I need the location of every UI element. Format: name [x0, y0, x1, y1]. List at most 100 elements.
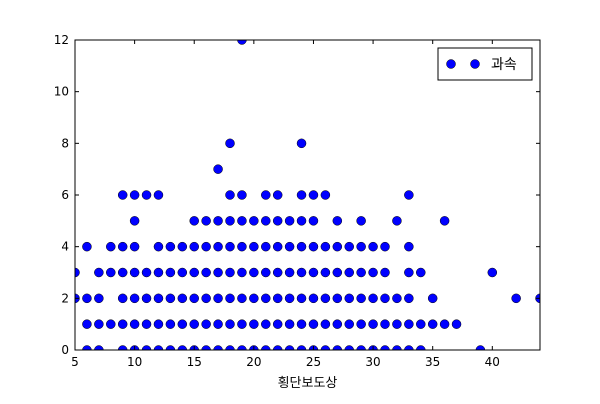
y-tick-label: 6	[61, 188, 69, 202]
data-point	[320, 267, 331, 278]
data-point	[129, 190, 140, 200]
data-point	[392, 293, 402, 304]
axis-ticks: 5 10 15 20 25 30 35 40 0 2 4 6 8 10 12	[54, 33, 540, 369]
data-point	[201, 319, 211, 329]
data-point	[308, 216, 319, 226]
data-point	[94, 267, 104, 278]
data-point	[106, 319, 116, 329]
data-point	[189, 293, 199, 304]
data-point	[451, 319, 462, 329]
data-point	[225, 293, 235, 304]
data-point	[356, 216, 366, 226]
legend-marker	[446, 59, 456, 69]
x-tick-label: 5	[71, 355, 79, 369]
data-point	[284, 345, 295, 350]
data-point	[332, 345, 343, 350]
data-point	[320, 319, 331, 329]
y-tick-label: 10	[54, 85, 69, 99]
data-point	[129, 267, 140, 278]
data-point	[308, 267, 319, 278]
data-point	[249, 241, 259, 252]
data-point	[106, 267, 116, 278]
data-point	[213, 345, 223, 350]
data-point	[141, 293, 152, 304]
data-point	[380, 345, 390, 350]
data-point	[296, 190, 307, 200]
data-point	[165, 345, 176, 350]
data-point	[249, 216, 259, 226]
data-point	[296, 241, 307, 252]
x-tick-label: 40	[485, 355, 500, 369]
data-point	[284, 216, 295, 226]
y-tick-label: 8	[61, 136, 69, 150]
data-point	[416, 319, 426, 329]
data-point	[225, 319, 235, 329]
data-point	[249, 293, 259, 304]
data-point	[475, 345, 486, 350]
data-point	[272, 241, 283, 252]
data-point	[153, 241, 164, 252]
data-point	[129, 241, 140, 252]
data-point	[368, 241, 378, 252]
data-point	[356, 293, 366, 304]
data-point	[129, 319, 140, 329]
data-point	[356, 267, 366, 278]
data-point	[213, 293, 223, 304]
x-tick-label: 30	[365, 355, 380, 369]
y-tick-label: 4	[61, 240, 69, 254]
data-point	[201, 241, 211, 252]
data-point	[165, 267, 176, 278]
data-point	[82, 293, 92, 304]
data-point	[392, 319, 402, 329]
data-point	[296, 345, 307, 350]
data-point	[511, 293, 521, 304]
data-point	[272, 293, 283, 304]
data-point	[213, 319, 223, 329]
data-point	[332, 267, 343, 278]
data-point	[356, 241, 366, 252]
data-point	[237, 241, 247, 252]
data-point	[296, 319, 307, 329]
data-point	[201, 293, 211, 304]
data-point	[117, 319, 128, 329]
data-point	[427, 293, 438, 304]
data-point	[344, 293, 354, 304]
data-point	[82, 345, 92, 350]
data-point	[404, 293, 414, 304]
data-point	[117, 293, 128, 304]
data-point	[392, 345, 402, 350]
data-point	[308, 293, 319, 304]
data-point	[332, 241, 343, 252]
data-point	[177, 267, 188, 278]
data-point	[165, 293, 176, 304]
data-point	[284, 241, 295, 252]
data-point	[249, 267, 259, 278]
data-point	[404, 241, 414, 252]
data-point	[261, 267, 271, 278]
data-point	[213, 241, 223, 252]
data-point	[404, 319, 414, 329]
data-point	[82, 241, 92, 252]
data-point	[225, 216, 235, 226]
data-point	[296, 138, 307, 149]
data-point	[380, 319, 390, 329]
data-point	[296, 216, 307, 226]
data-point	[129, 216, 140, 226]
legend-marker	[470, 59, 480, 69]
data-point	[404, 267, 414, 278]
data-point	[320, 190, 331, 200]
data-point	[177, 345, 188, 350]
x-tick-label: 10	[127, 355, 142, 369]
data-point	[237, 190, 247, 200]
plot-points	[75, 40, 540, 350]
data-point	[201, 345, 211, 350]
data-point	[225, 138, 235, 149]
data-point	[237, 293, 247, 304]
data-point	[237, 216, 247, 226]
data-point	[368, 267, 378, 278]
data-point	[117, 345, 128, 350]
data-point	[284, 293, 295, 304]
data-point	[213, 164, 223, 174]
data-point	[153, 267, 164, 278]
